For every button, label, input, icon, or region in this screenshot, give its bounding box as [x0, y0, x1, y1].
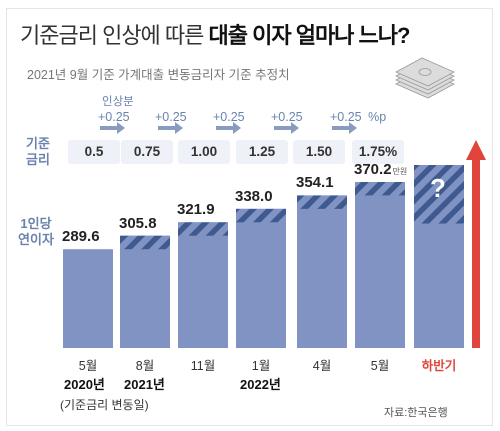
x-label-5: 5월 — [370, 359, 390, 373]
x-label-2: 11월 — [190, 359, 216, 373]
bar-increase-band-4 — [297, 195, 347, 209]
bar-2 — [178, 222, 228, 348]
bar-increase-band-3 — [236, 208, 286, 223]
value-label-5: 370.2만원 — [354, 161, 407, 178]
bar-increase-band-6 — [414, 165, 464, 224]
value-label-text-4: 354.1 — [296, 174, 334, 192]
increase-arrowhead-4 — [349, 122, 357, 134]
value-row-label-text: 1인당 연이자 — [18, 216, 54, 247]
value-label-text-0: 289.6 — [62, 228, 100, 246]
trend-arrow-group — [466, 140, 486, 348]
trend-arrow-shaft — [472, 158, 480, 348]
bar-4 — [297, 195, 347, 348]
year-label-2022: 2022년 — [240, 377, 281, 392]
title-light: 기준금리 인상에 따른 — [20, 23, 204, 48]
increase-label-3: +0.25 — [271, 110, 303, 124]
increase-label-0: +0.25 — [98, 110, 130, 124]
value-label-1: 305.8 — [119, 215, 157, 232]
chart-frame — [6, 8, 493, 426]
value-row-label: 1인당 연이자 — [14, 216, 58, 248]
trend-arrowhead — [466, 140, 486, 160]
bar-3 — [236, 208, 286, 348]
rate-box-4: 1.50 — [293, 140, 345, 164]
increase-title: 인상분 — [102, 96, 134, 108]
value-label-2: 321.9 — [177, 201, 215, 218]
rate-box-3: 1.25 — [236, 140, 288, 164]
title-bold: 대출 이자 얼마나 느나? — [208, 23, 411, 48]
value-label-text-3: 338.0 — [235, 187, 273, 205]
value-label-0: 289.6 — [62, 228, 100, 245]
chart-title: 기준금리 인상에 따른 대출 이자 얼마나 느나? — [20, 18, 411, 50]
increase-unit: %p — [368, 110, 387, 124]
year-label-2021: 2021년 — [124, 377, 165, 392]
rate-box-2: 1.00 — [178, 140, 230, 164]
rate-box-1: 0.75 — [121, 140, 173, 164]
unknown-value-mark: ? — [430, 173, 446, 203]
bars-group — [63, 165, 464, 348]
x-label-4: 4월 — [312, 359, 332, 373]
increase-arrowhead-3 — [291, 122, 299, 134]
increase-arrowhead-1 — [175, 122, 183, 134]
increase-label-4: +0.25 %p — [330, 110, 386, 124]
value-label-4: 354.1 — [296, 174, 334, 191]
increase-arrowhead-2 — [233, 122, 241, 134]
source-label: 자료:한국은행 — [384, 407, 448, 419]
money-stack-icon — [395, 57, 455, 99]
increase-arrowhead-0 — [117, 122, 125, 134]
rate-box-5: 1.75% — [352, 140, 404, 164]
value-unit: 만원 — [392, 167, 408, 176]
x-label-0: 5월 — [78, 359, 98, 373]
chart-subtitle: 2021년 9월 기준 가계대출 변동금리자 기준 추정치 — [27, 68, 290, 82]
rate-row-label: 기준 금리 — [20, 136, 56, 168]
increase-label-4-value: +0.25 — [330, 110, 362, 124]
increase-label-2: +0.25 — [213, 110, 245, 124]
value-label-text-1: 305.8 — [119, 214, 157, 232]
bar-0 — [63, 249, 113, 348]
bar-increase-band-1 — [120, 235, 170, 250]
year-label-2020: 2020년 — [64, 377, 105, 392]
increase-arrows — [100, 122, 357, 134]
x-label-6: 하반기 — [421, 359, 457, 373]
bar-increase-band-2 — [178, 222, 228, 236]
rate-box-0: 0.5 — [68, 140, 120, 164]
base-rate-change-note: (기준금리 변동일) — [60, 398, 149, 412]
value-label-3: 338.0 — [235, 188, 273, 205]
x-label-1: 8월 — [135, 359, 155, 373]
value-label-text-5: 370.2 — [354, 161, 392, 178]
x-label-3: 1월 — [251, 359, 271, 373]
bar-1 — [120, 235, 170, 348]
bar-increase-band-5 — [355, 182, 405, 196]
rate-row-label-text: 기준 금리 — [26, 136, 50, 167]
increase-label-1: +0.25 — [155, 110, 187, 124]
bar-5 — [355, 182, 405, 348]
value-label-text-2: 321.9 — [177, 201, 215, 219]
